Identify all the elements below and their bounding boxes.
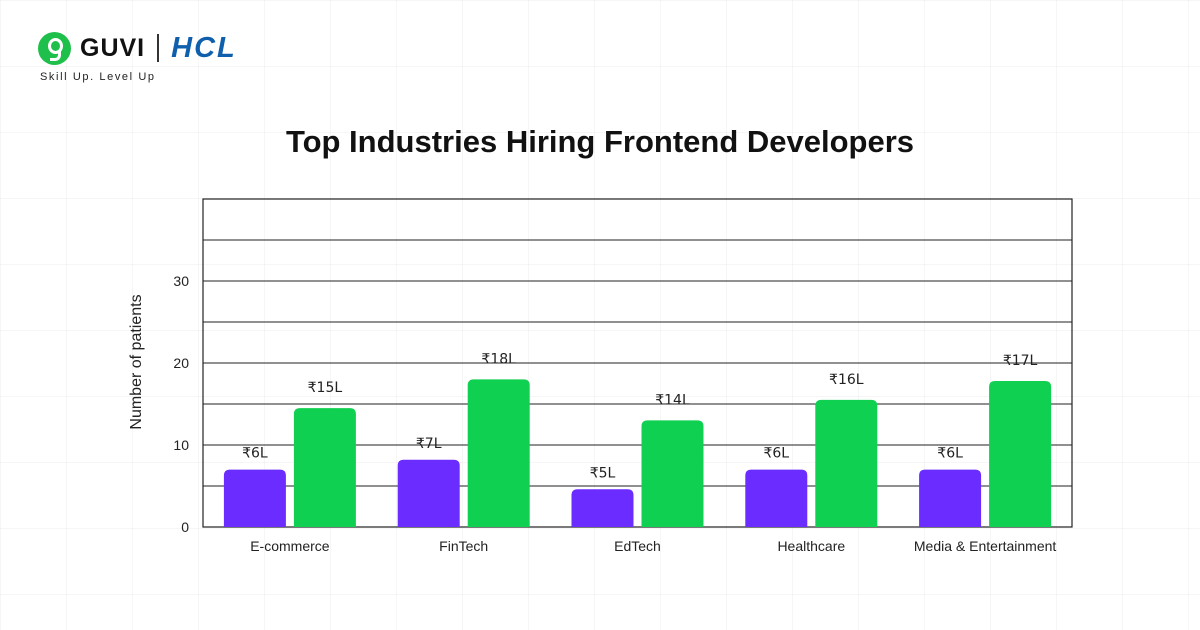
x-category-label: Media & Entertainment bbox=[914, 538, 1057, 554]
bar bbox=[641, 420, 704, 527]
data-label: ₹17L bbox=[1003, 353, 1038, 369]
chart-title: Top Industries Hiring Frontend Developer… bbox=[285, 124, 915, 159]
x-category-label: FinTech bbox=[439, 538, 488, 554]
bar bbox=[571, 489, 634, 527]
plot-frame bbox=[202, 198, 1073, 528]
bar bbox=[989, 381, 1052, 527]
logo-divider bbox=[157, 34, 160, 62]
x-category-label: E-commerce bbox=[250, 538, 330, 554]
bar bbox=[467, 379, 530, 527]
y-tick-label: 10 bbox=[173, 437, 189, 453]
guvi-logo-icon bbox=[38, 31, 71, 65]
hcl-wordmark: HCL bbox=[171, 31, 237, 64]
y-axis-label: Number of patients bbox=[128, 294, 145, 429]
x-category-label: EdTech bbox=[614, 538, 661, 554]
y-tick-label: 30 bbox=[173, 273, 189, 289]
bar bbox=[223, 469, 286, 527]
bar bbox=[397, 459, 460, 527]
bar bbox=[919, 469, 982, 527]
guvi-wordmark: GUVI bbox=[80, 33, 146, 62]
x-category-label: Healthcare bbox=[777, 538, 845, 554]
data-label: ₹6L bbox=[937, 446, 963, 462]
data-label: ₹15L bbox=[308, 380, 343, 396]
data-label: ₹5L bbox=[590, 465, 616, 481]
bar bbox=[745, 469, 808, 527]
y-tick-label: 0 bbox=[181, 519, 189, 535]
data-label: ₹6L bbox=[242, 446, 268, 462]
bar bbox=[293, 408, 356, 527]
bar bbox=[815, 399, 878, 527]
data-label: ₹7L bbox=[416, 436, 442, 452]
data-label: ₹16L bbox=[829, 372, 864, 388]
data-label: ₹18L bbox=[481, 351, 516, 367]
brand-tagline: Skill Up. Level Up bbox=[40, 71, 156, 83]
y-tick-label: 20 bbox=[173, 355, 189, 371]
data-label: ₹6L bbox=[763, 446, 789, 462]
brand-logo: GUVI HCL bbox=[38, 30, 237, 66]
data-label: ₹14L bbox=[655, 392, 690, 408]
